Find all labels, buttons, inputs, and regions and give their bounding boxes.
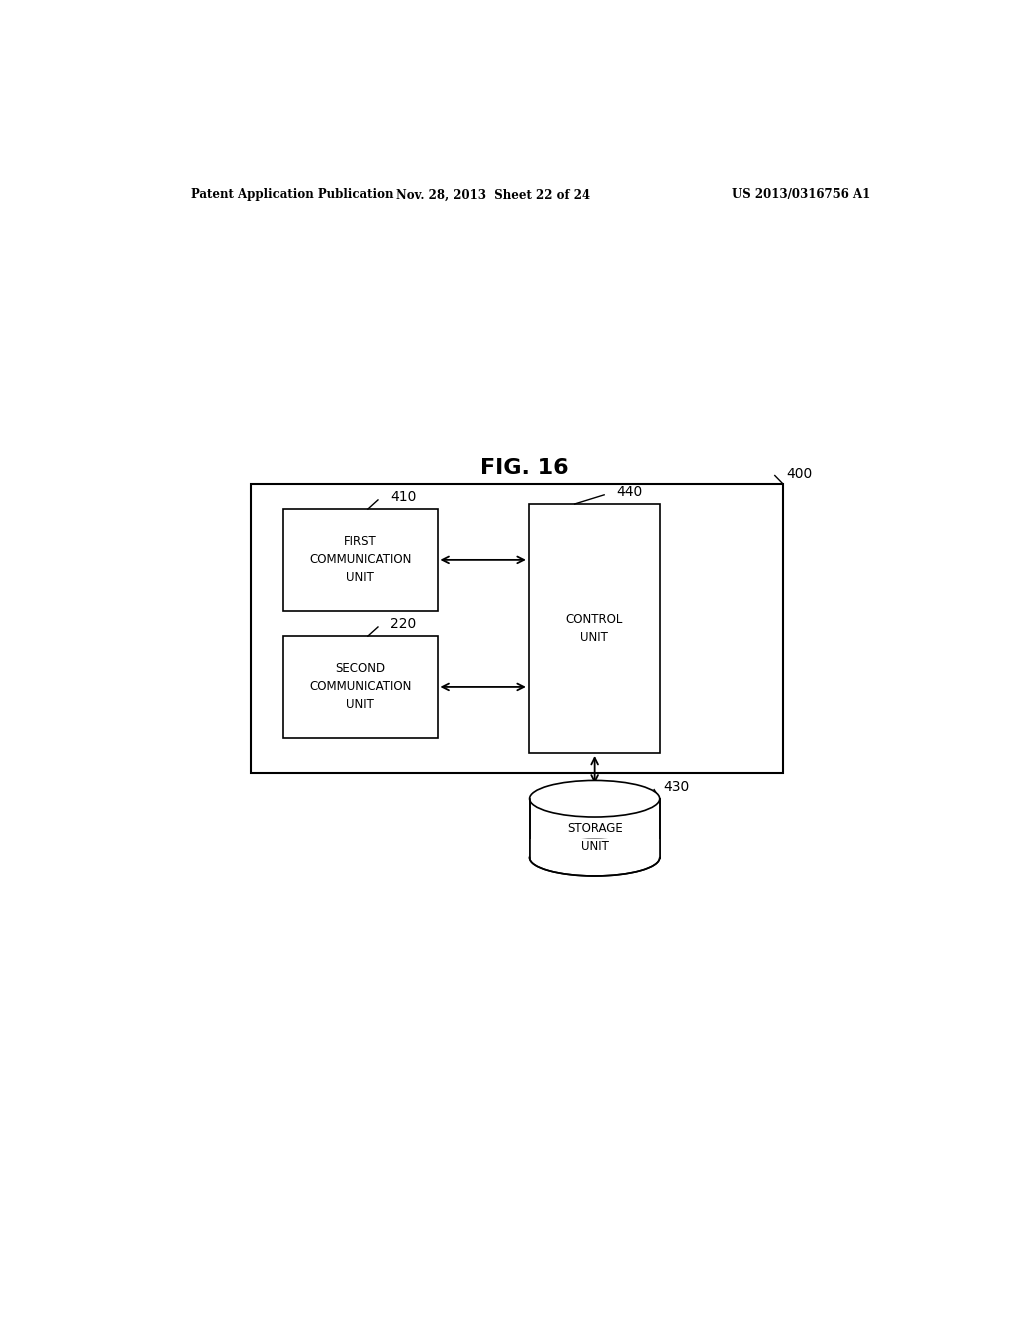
- Bar: [283, 510, 437, 611]
- Text: 440: 440: [616, 484, 642, 499]
- Text: 410: 410: [390, 490, 417, 504]
- Ellipse shape: [529, 840, 659, 876]
- Text: 400: 400: [786, 466, 813, 480]
- Text: FIRST
COMMUNICATION
UNIT: FIRST COMMUNICATION UNIT: [309, 536, 412, 585]
- Text: 220: 220: [390, 616, 416, 631]
- Text: CONTROL
UNIT: CONTROL UNIT: [565, 612, 623, 644]
- Bar: [283, 636, 437, 738]
- Bar: [251, 483, 782, 774]
- Text: Nov. 28, 2013  Sheet 22 of 24: Nov. 28, 2013 Sheet 22 of 24: [396, 189, 590, 202]
- Bar: [528, 504, 659, 752]
- Text: FIG. 16: FIG. 16: [480, 458, 569, 478]
- Text: Patent Application Publication: Patent Application Publication: [191, 189, 394, 202]
- Bar: [529, 840, 659, 858]
- Ellipse shape: [529, 780, 659, 817]
- Text: 430: 430: [664, 780, 690, 793]
- Text: SECOND
COMMUNICATION
UNIT: SECOND COMMUNICATION UNIT: [309, 663, 412, 711]
- Text: STORAGE
UNIT: STORAGE UNIT: [566, 822, 623, 853]
- Text: US 2013/0316756 A1: US 2013/0316756 A1: [732, 189, 870, 202]
